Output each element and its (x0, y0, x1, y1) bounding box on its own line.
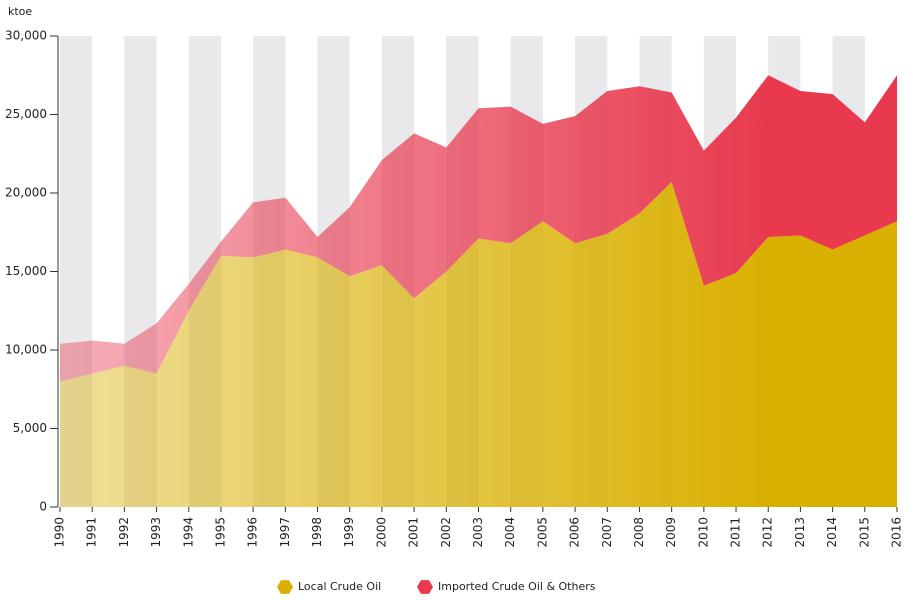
legend-label: Local Crude Oil (298, 580, 381, 593)
x-tick-label: 2015 (857, 517, 871, 548)
x-tick-label: 1996 (246, 517, 260, 548)
x-tick-label: 1998 (310, 517, 324, 548)
x-tick-label: 2007 (600, 517, 614, 548)
x-tick-label: 2014 (825, 517, 839, 548)
x-tick-label: 2005 (535, 517, 549, 548)
x-tick-label: 2012 (761, 517, 775, 548)
y-tick-label: 0 (39, 500, 47, 514)
x-tick-label: 2003 (471, 517, 485, 548)
x-tick-label: 2008 (632, 517, 646, 548)
x-tick-label: 1997 (278, 517, 292, 548)
y-tick-label: 25,000 (5, 107, 47, 121)
x-tick-label: 1999 (342, 517, 356, 548)
legend-swatch (417, 580, 433, 594)
x-tick-label: 1992 (117, 517, 131, 548)
x-tick-label: 2010 (696, 517, 710, 548)
area (60, 182, 897, 507)
legend-swatch (277, 580, 293, 594)
x-tick-label: 1995 (213, 517, 227, 548)
legend: Local Crude Oil Imported Crude Oil & Othe… (277, 580, 596, 594)
x-tick-label: 1993 (149, 517, 163, 548)
x-tick-label: 2011 (729, 517, 743, 548)
y-tick-label: 30,000 (5, 29, 47, 43)
x-tick-label: 2001 (407, 517, 421, 548)
legend-label: Imported Crude Oil & Others (438, 580, 596, 593)
y-tick-label: 10,000 (5, 343, 47, 357)
area (60, 75, 897, 382)
x-tick-label: 2016 (890, 517, 904, 548)
x-tick-label: 1991 (85, 517, 99, 548)
x-tick-label: 2006 (568, 517, 582, 548)
x-tick-label: 1994 (181, 517, 195, 548)
x-tick-label: 2000 (374, 517, 388, 548)
y-tick-label: 15,000 (5, 264, 47, 278)
x-tick-label: 1990 (53, 517, 67, 548)
x-tick-label: 2009 (664, 517, 678, 548)
x-tick-label: 2002 (439, 517, 453, 548)
y-axis-unit: ktoe (8, 5, 32, 18)
y-tick-label: 5,000 (13, 421, 47, 435)
x-tick-label: 2004 (503, 517, 517, 548)
x-tick-label: 2013 (793, 517, 807, 548)
y-tick-label: 20,000 (5, 186, 47, 200)
